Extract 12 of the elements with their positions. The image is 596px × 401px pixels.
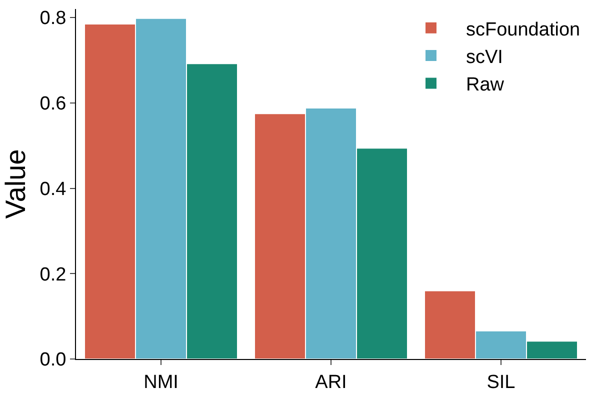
y-tick-label: 0.6	[40, 94, 66, 115]
y-axis-title: Value	[0, 149, 31, 219]
legend-label: scVI	[466, 46, 503, 68]
y-tick-label: 0.0	[40, 350, 66, 371]
y-tick-label: 0.4	[40, 178, 67, 200]
legend-label: scFoundation	[466, 19, 580, 40]
legend-label: Raw	[466, 74, 504, 96]
x-tick-label: NMI	[144, 372, 178, 393]
x-tick-label: ARI	[315, 372, 347, 393]
y-tick-label: 0.2	[40, 264, 66, 286]
x-tick-label: SIL	[486, 372, 516, 393]
y-tick-label: 0.8	[40, 8, 66, 30]
